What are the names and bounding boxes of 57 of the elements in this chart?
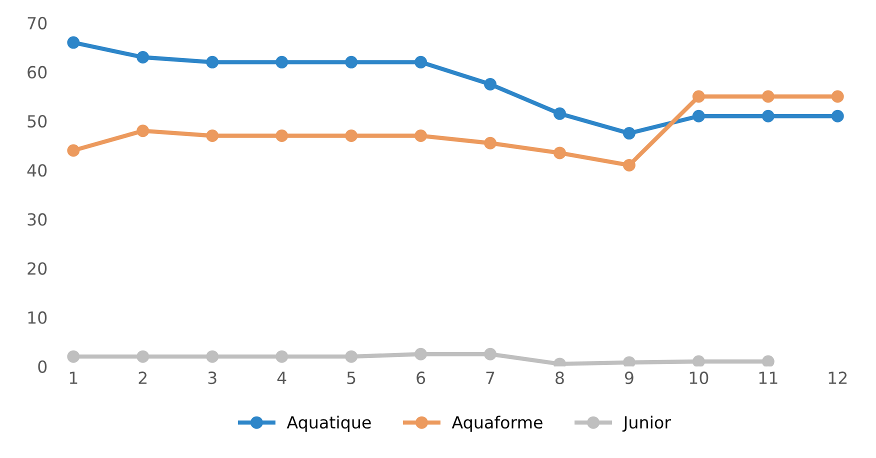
- point: [67, 144, 80, 157]
- point: [345, 56, 358, 68]
- point: [136, 51, 150, 64]
- point: [692, 110, 705, 122]
- legend-label: Junior: [622, 416, 672, 432]
- x-tick-label: 4: [277, 372, 286, 384]
- point: [762, 110, 774, 122]
- point: [136, 350, 150, 363]
- point: [345, 130, 358, 142]
- x-tick-label: 11: [759, 372, 778, 384]
- point: [206, 350, 219, 363]
- point: [692, 90, 705, 103]
- point: [414, 130, 428, 142]
- point: [484, 78, 497, 90]
- point: [622, 127, 636, 140]
- x-tick-label: 5: [347, 372, 356, 384]
- point: [206, 130, 219, 142]
- y-tick-label: 50: [28, 115, 47, 128]
- y-tick-label: 70: [28, 16, 47, 30]
- point: [136, 124, 150, 138]
- point: [67, 36, 80, 49]
- point: [276, 56, 288, 68]
- point: [553, 146, 566, 160]
- x-tick-label: 1: [70, 372, 78, 384]
- x-tick-label: 10: [690, 372, 708, 384]
- y-tick-label: 40: [27, 164, 47, 177]
- x-tick-label: 3: [208, 372, 216, 384]
- point: [762, 90, 774, 103]
- point: [692, 355, 705, 366]
- point: [622, 158, 636, 172]
- point: [484, 348, 497, 360]
- point: [414, 348, 428, 360]
- point: [553, 107, 566, 120]
- point: [206, 56, 219, 68]
- x-tick-label: 7: [486, 372, 494, 384]
- y-tick-label: 30: [28, 213, 47, 226]
- y-tick-label: 10: [28, 311, 47, 324]
- x-tick-label: 12: [828, 372, 847, 384]
- y-tick-label: 0: [38, 360, 47, 373]
- legend-label: Aquatique: [286, 416, 371, 432]
- point: [762, 355, 774, 366]
- x-tick-label: 2: [138, 372, 147, 384]
- point: [831, 110, 844, 122]
- y-tick-label: 20: [28, 262, 47, 275]
- point: [484, 136, 497, 150]
- point: [276, 350, 288, 363]
- point: [831, 90, 844, 103]
- x-tick-label: 9: [624, 372, 634, 384]
- point: [414, 56, 428, 68]
- x-tick-label: 8: [556, 372, 564, 384]
- point: [276, 130, 288, 142]
- point: [67, 350, 80, 363]
- legend-label: Aquaforme: [452, 416, 542, 432]
- x-tick-label: 6: [416, 372, 426, 384]
- point: [622, 356, 636, 366]
- y-tick-label: 60: [28, 66, 47, 79]
- point: [345, 350, 358, 363]
